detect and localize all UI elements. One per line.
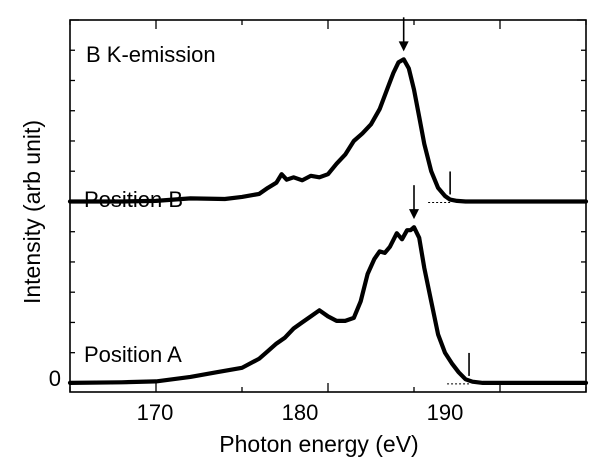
legend-label-position-b: Position B [84,187,183,212]
series-line-position-b [67,57,589,204]
x-tick-label-2: 190 [427,400,464,425]
x-axis-title: Photon energy (eV) [219,431,418,457]
series-line-position-a [67,225,589,385]
y-zero-label: 0 [49,366,61,391]
x-tick-label-1: 180 [282,400,319,425]
chart-annotation-title: B K-emission [86,42,216,67]
peak-arrow-head-position-b [398,41,409,52]
y-axis-title: Intensity (arb unit) [19,120,45,304]
series-group [67,57,589,385]
marker-group [398,17,472,385]
x-tick-label-0: 170 [137,400,174,425]
peak-arrow-head-position-a [409,209,419,220]
legend-label-position-a: Position A [84,342,182,367]
